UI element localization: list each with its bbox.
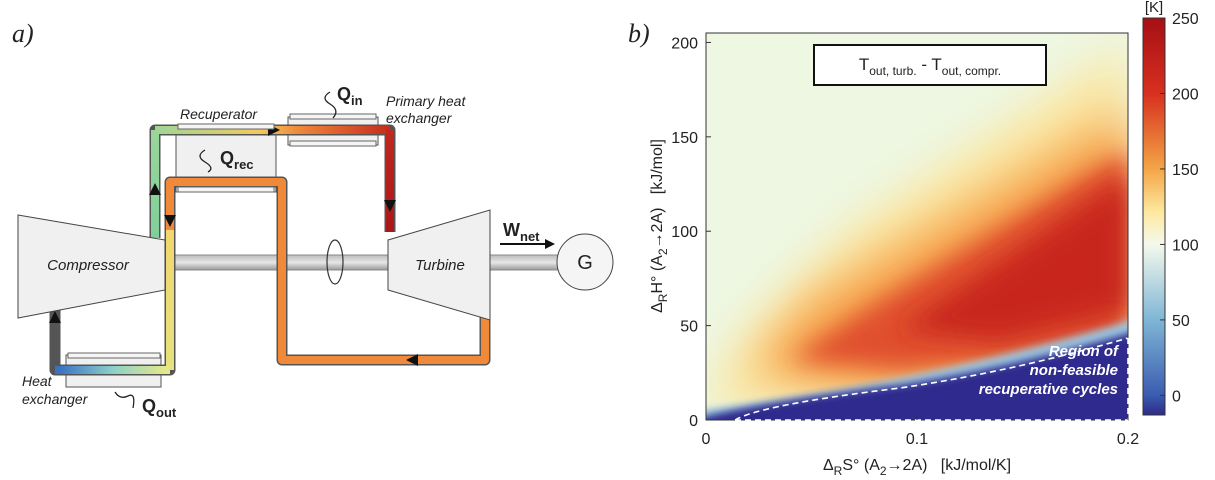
x-tick-label: 0 [702, 431, 711, 448]
turbine-label: Turbine [415, 257, 465, 274]
q-out-label: Qout [142, 396, 177, 420]
colorbar-tick-label: 250 [1172, 11, 1199, 28]
compressor-label: Compressor [47, 257, 130, 274]
x-tick-label: 0.1 [906, 431, 928, 448]
primary-hx-label: exchanger [386, 110, 453, 126]
colorbar-tick-label: 50 [1172, 313, 1190, 330]
shaft [159, 254, 561, 271]
title-box [813, 44, 1047, 86]
axes: 0 0.1 0.2 0 50 100 150 200 0 50 100 150 200 250 [671, 11, 1199, 448]
y-tick-label: 0 [689, 413, 698, 430]
y-tick-label: 50 [680, 319, 698, 336]
y-tick-label: 100 [671, 224, 698, 241]
recuperator-plate [177, 186, 275, 193]
panel-label: b) [628, 19, 650, 48]
hx-label: exchanger [22, 391, 89, 407]
primary-hx-label: Primary heat [386, 93, 466, 109]
annotation-line: recuperative cycles [979, 381, 1118, 398]
annotation: Region of non-feasible recuperative cycl… [979, 343, 1120, 398]
colorbar-label: [K] [1145, 0, 1163, 16]
heat-arrow [199, 149, 212, 173]
heatmap [706, 33, 1128, 420]
primary-hx-plate [289, 140, 377, 147]
chart-title: Tout, turb. - Tout, compr. [859, 55, 1001, 78]
work-arrow-head [545, 239, 555, 249]
y-tick-label: 200 [671, 35, 698, 52]
recuperator-plate [177, 123, 275, 130]
x-tick-label: 0.2 [1117, 431, 1139, 448]
hx-plate [67, 352, 161, 359]
colorbar-tick-label: 150 [1172, 162, 1199, 179]
colorbar-tick-label: 100 [1172, 237, 1199, 254]
primary-hx-plate [289, 113, 377, 120]
turbine [387, 209, 491, 321]
recuperator-label: Recuperator [180, 106, 258, 122]
w-net-label: Wnet [503, 220, 540, 244]
colorbar-tick-label: 0 [1172, 388, 1181, 405]
generator [556, 233, 614, 291]
rotation-arrow [326, 239, 344, 285]
generator-label: G [577, 252, 593, 274]
x-axis-label: ΔRS° (A2→2A) [kJ/mol/K] [823, 457, 1011, 478]
annotation-line: non-feasible [1030, 362, 1118, 379]
heat-arrow [114, 391, 135, 409]
compressor [17, 214, 166, 319]
heat-arrow [324, 91, 337, 119]
q-in-label: Qin [337, 84, 363, 108]
colorbar-tick-label: 200 [1172, 86, 1199, 103]
colorbar [1142, 17, 1166, 416]
annotation-line: Region of [1049, 343, 1120, 360]
q-rec-label: Qrec [220, 148, 254, 172]
flow-arrows [49, 124, 418, 366]
hx-label: Heat [22, 373, 53, 389]
y-tick-label: 150 [671, 130, 698, 147]
panel-label: a) [12, 19, 34, 48]
y-axis-label: ΔRH° (A2→2A) [kJ/mol] [649, 139, 670, 313]
